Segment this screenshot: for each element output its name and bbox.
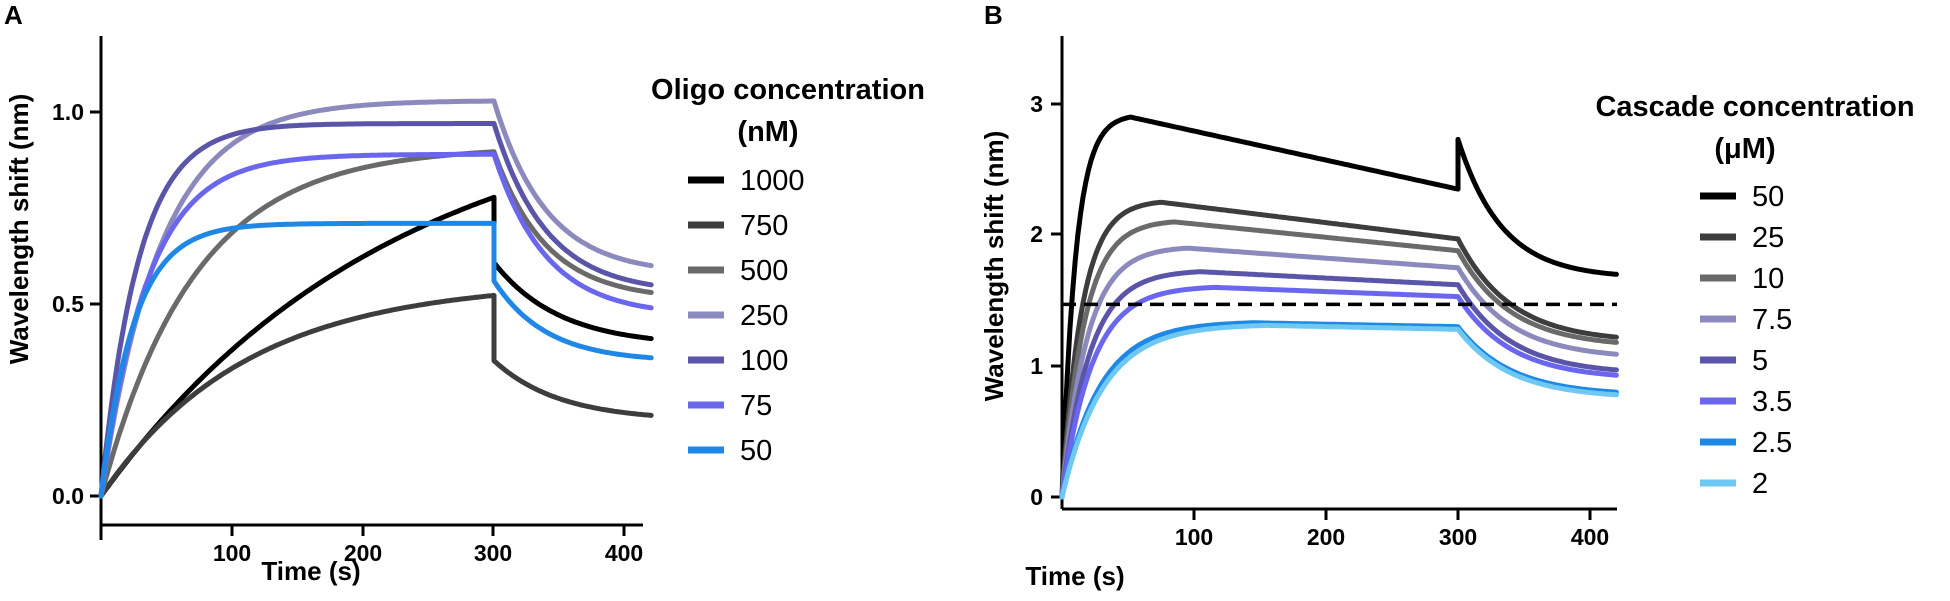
a-legend-label-75: 75: [740, 390, 772, 422]
panel-b: B Wavelength shift (nm) Time (s) 3 2 1 0…: [979, 0, 1915, 591]
legend-entries-a: 1000 750 500 250 100 75 50: [688, 165, 805, 467]
x-tick-label-a-400: 400: [605, 540, 643, 566]
b-legend-label-25: 25: [1752, 222, 1784, 254]
a-series-line-100: [98, 121, 654, 499]
y-tick-label-a-0: 0.0: [52, 483, 84, 509]
series-group-a: [98, 98, 654, 499]
panel-a: A Wavelength shift (nm) Time (s) 1.0 0.5…: [4, 0, 925, 586]
x-tick-label-b-100: 100: [1175, 524, 1213, 550]
x-axis-title-b: Time (s): [1025, 561, 1124, 591]
panel-label-a: A: [4, 0, 23, 30]
b-legend-label-50: 50: [1752, 181, 1784, 213]
b-legend-label-5: 5: [1752, 345, 1768, 377]
b-legend-label-7_5: 7.5: [1752, 304, 1792, 336]
a-legend-label-50: 50: [740, 435, 772, 467]
legend-entries-b: 50 25 10 7.5 5 3.5 2.5 2: [1700, 181, 1792, 500]
panel-label-b: B: [984, 0, 1003, 30]
x-tick-label-a-200: 200: [344, 540, 382, 566]
a-series-line-50: [98, 220, 654, 499]
b-series-line-5: [1059, 269, 1619, 500]
x-axis-title-a: Time (s): [261, 556, 360, 586]
a-legend-label-100: 100: [740, 345, 788, 377]
b-legend-label-10: 10: [1752, 263, 1784, 295]
b-series-line-2: [1059, 322, 1619, 500]
a-legend-label-250: 250: [740, 300, 788, 332]
y-tick-label-b-0: 0: [1030, 484, 1043, 510]
legend-a: Oligo concentration (nM) 100075050025010…: [651, 74, 925, 467]
a-series-line-75: [98, 151, 654, 499]
x-tick-label-a-300: 300: [474, 540, 512, 566]
b-series-line-10: [1059, 219, 1619, 500]
legend-title-a-line1: Oligo concentration: [651, 74, 925, 106]
a-series-line-500: [98, 149, 654, 499]
legend-title-b-line2: (μM): [1714, 133, 1775, 165]
b-legend-label-3_5: 3.5: [1752, 386, 1792, 418]
y-tick-label-a-1: 1.0: [52, 99, 84, 125]
series-group-b: [1059, 114, 1619, 500]
a-series-line-1000: [98, 194, 654, 499]
legend-b: Cascade concentration (μM) 50 25 10 7.5 5 3.5…: [1595, 91, 1914, 500]
y-tick-label-b-1: 1: [1030, 353, 1043, 379]
a-legend-label-750: 750: [740, 210, 788, 242]
b-series-line-25: [1059, 199, 1619, 500]
b-legend-label-2: 2: [1752, 468, 1768, 500]
b-series-line-7_5: [1059, 245, 1619, 500]
b-series-line-3_5: [1059, 284, 1619, 500]
y-tick-label-a-05: 0.5: [52, 291, 84, 317]
a-series-line-750: [98, 292, 654, 499]
a-legend-label-1000: 1000: [740, 165, 805, 197]
a-series-line-250: [98, 98, 654, 499]
x-tick-label-b-300: 300: [1439, 524, 1477, 550]
a-legend-label-500: 500: [740, 255, 788, 287]
b-series-line-50: [1059, 114, 1619, 500]
x-tick-label-b-400: 400: [1571, 524, 1609, 550]
y-tick-label-b-2: 2: [1030, 221, 1043, 247]
y-axis-title-a: Wavelength shift (nm): [4, 94, 34, 365]
b-legend-label-2_5: 2.5: [1752, 427, 1792, 459]
y-tick-label-b-3: 3: [1030, 91, 1043, 117]
y-axis-title-b: Wavelength shift (nm): [979, 131, 1009, 402]
legend-title-a-line2: (nM): [737, 116, 798, 148]
x-tick-label-a-100: 100: [213, 540, 251, 566]
x-tick-label-b-200: 200: [1307, 524, 1345, 550]
legend-title-b-line1: Cascade concentration: [1595, 91, 1914, 123]
